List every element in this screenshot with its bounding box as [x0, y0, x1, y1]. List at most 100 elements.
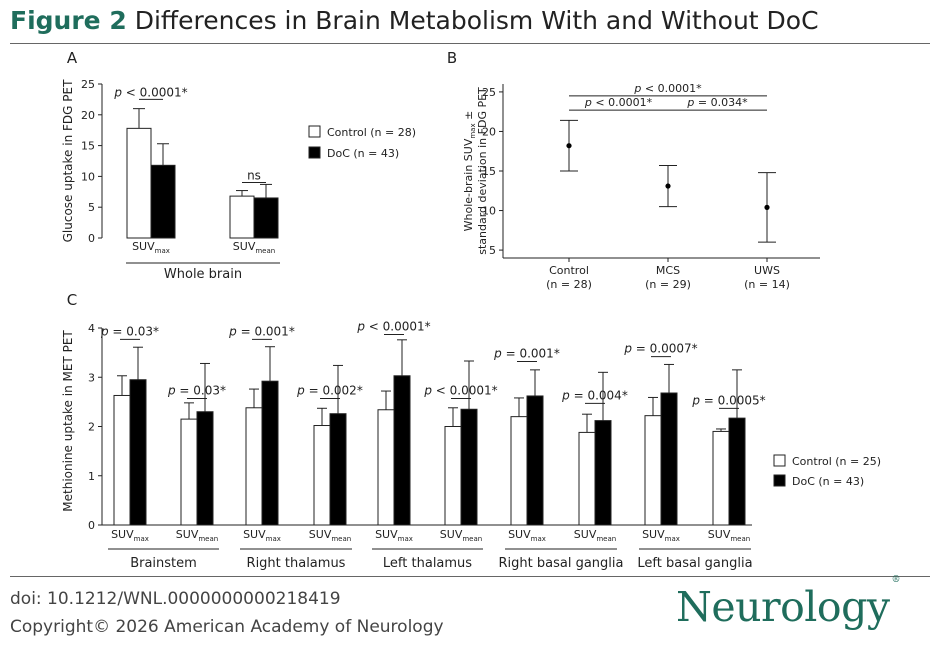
- panel-c-category-label: SUVmax: [111, 528, 149, 543]
- panel-c-bar: [728, 417, 746, 526]
- panel-b-y-tick-label: 20: [482, 125, 496, 138]
- figure-title: Figure 2 Differences in Brain Metabolism…: [10, 6, 819, 35]
- panel-c-bar: [261, 380, 279, 526]
- panel-b-y-tick-label: 5: [489, 244, 496, 257]
- panel-c-bar: [129, 379, 147, 526]
- panel-c-group-label: Left basal ganglia: [637, 556, 752, 571]
- panel-c-bar: [329, 413, 347, 526]
- panel-a-y-tick-label: 10: [81, 170, 95, 183]
- panel-b-y-axis-label-line2: standard deviation in FDG PET: [476, 87, 489, 255]
- panel-a-bar: [229, 195, 255, 239]
- footer-divider: [10, 576, 930, 577]
- panel-c-bar: [393, 375, 411, 526]
- panel-c-y-tick-label: 3: [88, 371, 95, 384]
- panel-b-category-n: (n = 14): [744, 278, 790, 291]
- panel-c-bar: [594, 420, 612, 526]
- panel-c-category-label: SUVmax: [508, 528, 546, 543]
- panel-b-p-value: p < 0.0001*: [633, 82, 702, 95]
- panel-c-category-label: SUVmean: [440, 528, 482, 543]
- panel-c-group-label: Right thalamus: [247, 556, 346, 571]
- panel-c-category-label: SUVmax: [642, 528, 680, 543]
- panel-c-p-value: p = 0.03*: [167, 383, 226, 397]
- panel-c-p-value: p = 0.002*: [296, 383, 363, 397]
- panel-c-p-value: p = 0.001*: [493, 347, 560, 361]
- panel-c-category-label: SUVmax: [375, 528, 413, 543]
- logo-mark: ®: [891, 575, 901, 586]
- panel-b-label: B: [447, 49, 457, 67]
- panel-c-group-label: Left thalamus: [383, 556, 472, 571]
- panel-c-group-label: Right basal ganglia: [499, 556, 624, 571]
- panel-c-category-label: SUVmean: [309, 528, 351, 543]
- panel-a-y-tick-label: 25: [81, 78, 95, 91]
- panel-c-p-value: p = 0.001*: [228, 324, 295, 338]
- panel-a-bar: [126, 127, 152, 239]
- panel-c-bar: [660, 392, 678, 526]
- panel-c-bar: [510, 416, 528, 526]
- panel-a-legend-label: Control (n = 28): [327, 126, 416, 139]
- panel-c-bar: [196, 411, 214, 526]
- panel-c-p-value: p = 0.0005*: [691, 393, 765, 407]
- panel-c-p-value: p = 0.03*: [100, 324, 159, 338]
- panel-c-y-tick-label: 0: [88, 519, 95, 532]
- panel-c-bar: [313, 425, 331, 526]
- panel-c-bar: [245, 407, 263, 526]
- panel-c-label: C: [67, 291, 77, 309]
- doi-text: doi: 10.1212/WNL.0000000000218419: [10, 589, 341, 609]
- panel-c-legend-label: DoC (n = 43): [792, 475, 864, 488]
- panel-a-y-tick-label: 0: [88, 232, 95, 245]
- panel-c-y-tick-label: 1: [88, 470, 95, 483]
- panel-b-category-n: (n = 28): [546, 278, 592, 291]
- panel-c-bar: [377, 409, 395, 526]
- panel-b-p-value: p < 0.0001*: [584, 96, 653, 109]
- panel-c-legend-swatch: [773, 474, 786, 487]
- panel-c-bar: [712, 430, 730, 526]
- panel-c-category-label: SUVmean: [574, 528, 616, 543]
- panel-c-bar: [526, 395, 544, 526]
- panel-a-category-label: SUVmax: [132, 240, 170, 255]
- panel-c-p-value: p < 0.0001*: [356, 319, 430, 333]
- panel-b-y-tick-label: 10: [482, 205, 496, 218]
- panel-b-p-value: p = 0.034*: [686, 96, 748, 109]
- panel-c-p-value: p = 0.004*: [561, 388, 628, 402]
- panel-a-group-label: Whole brain: [164, 267, 242, 282]
- panel-a-bar: [253, 197, 279, 239]
- panel-c-bar: [578, 431, 596, 526]
- panel-b-mean-point: [665, 183, 671, 189]
- panel-c-y-tick-label: 2: [88, 421, 95, 434]
- panel-c-p-value: p < 0.0001*: [423, 383, 497, 397]
- panel-b-y-tick-label: 25: [482, 86, 496, 99]
- panel-c-category-label: SUVmean: [176, 528, 218, 543]
- panel-c-bar: [113, 394, 131, 526]
- panel-a-legend-label: DoC (n = 43): [327, 147, 399, 160]
- figure-title-text: Differences in Brain Metabolism With and…: [134, 6, 819, 35]
- panel-a-y-tick-label: 20: [81, 109, 95, 122]
- panel-a-y-tick-label: 15: [81, 140, 95, 153]
- panel-c-legend-swatch: [773, 454, 786, 467]
- panel-b-y-tick-label: 15: [482, 165, 496, 178]
- panel-b-y-axis-label: Whole-brain SUVmax ±: [462, 111, 477, 232]
- panel-a-y-axis-label: Glucose uptake in FDG PET: [61, 79, 75, 242]
- panel-c-group-label: Brainstem: [130, 556, 197, 571]
- panel-c-y-tick-label: 4: [88, 322, 95, 335]
- figure-number: Figure 2: [10, 6, 127, 35]
- panel-c-bar: [644, 415, 662, 526]
- header-divider: [10, 43, 930, 44]
- panel-a-label: A: [67, 49, 78, 67]
- panel-c-bar: [444, 426, 462, 526]
- panel-a-bar: [150, 164, 176, 239]
- logo-text: Neurology: [675, 583, 890, 631]
- copyright-text: Copyright© 2026 American Academy of Neur…: [10, 617, 444, 637]
- panel-c-bar: [180, 418, 198, 526]
- panel-b-category-n: (n = 29): [645, 278, 691, 291]
- panel-b-mean-point: [566, 143, 572, 149]
- panel-b-category-label: Control: [549, 264, 589, 277]
- panel-c-y-axis-label: Methionine uptake in MET PET: [61, 330, 75, 512]
- panel-c-legend-label: Control (n = 25): [792, 455, 881, 468]
- neurology-logo: Neurology®: [675, 575, 901, 631]
- panel-c-p-value: p = 0.0007*: [623, 342, 697, 356]
- panel-a-p-value: p < 0.0001*: [113, 85, 187, 99]
- panel-c-category-label: SUVmax: [243, 528, 281, 543]
- panel-a-p-value: ns: [247, 168, 261, 182]
- panel-c-category-label: SUVmean: [708, 528, 750, 543]
